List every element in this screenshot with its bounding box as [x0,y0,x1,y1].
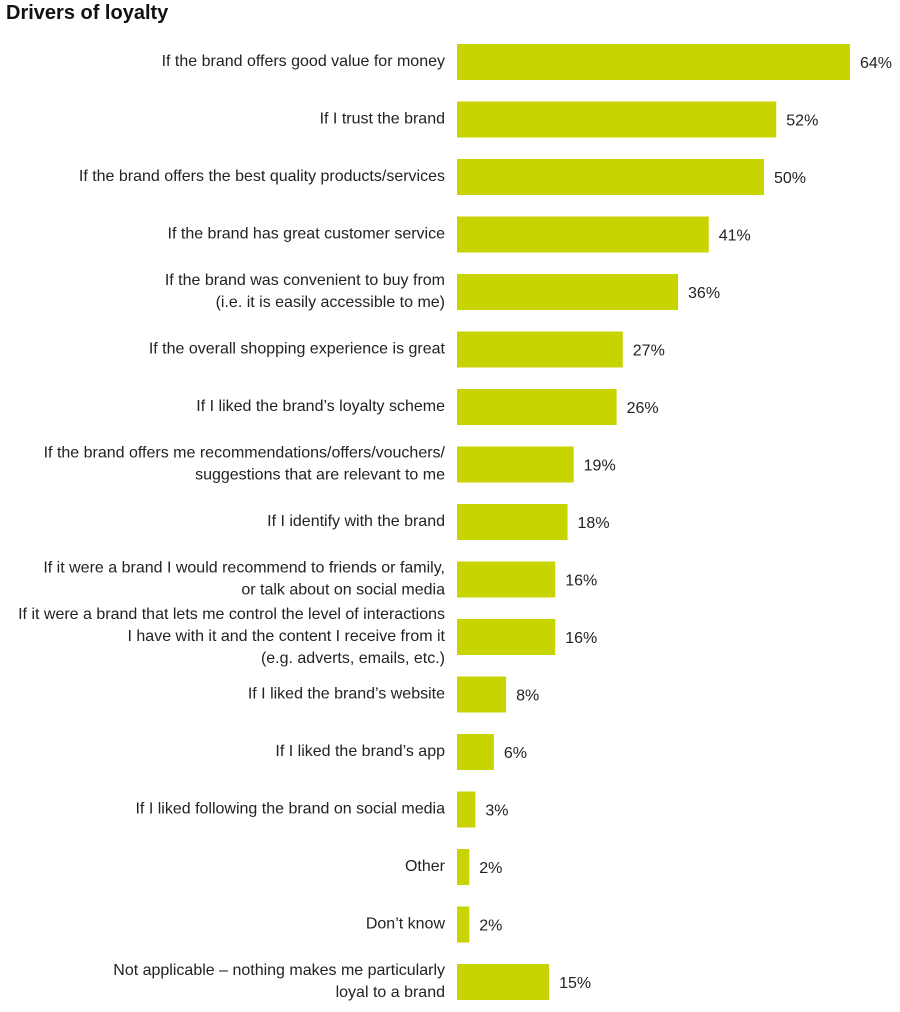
data-label: 18% [578,515,610,532]
category-label: If I trust the brand [320,111,445,128]
data-label: 16% [565,630,597,647]
category-label: If I liked the brand’s loyalty scheme [196,398,445,415]
data-label: 19% [584,458,616,475]
bar [457,446,574,483]
bar [457,331,623,368]
data-label: 41% [719,228,751,245]
bar [457,964,550,1000]
category-label: If it were a brand I would recommend to … [43,560,445,599]
category-label: Not applicable – nothing makes me partic… [113,962,445,1001]
data-label: 2% [479,918,502,935]
category-label: If I liked the brand’s website [248,686,445,703]
data-label: 64% [860,55,892,72]
data-label: 2% [479,860,502,877]
category-label: If the brand offers the best quality pro… [79,168,445,185]
bar [457,791,476,828]
bar [457,849,470,885]
data-label: 16% [565,573,597,590]
bar [457,504,568,540]
chart-title: Drivers of loyalty [6,2,169,24]
category-label: If I liked the brand’s app [275,743,445,760]
bar [457,676,507,713]
category-label: If I liked following the brand on social… [135,801,445,818]
data-label: 6% [504,745,527,762]
category-label: Other [405,858,446,875]
data-label: 26% [627,400,659,417]
category-label: If the brand has great customer service [168,226,446,243]
data-label: 8% [516,688,539,705]
category-label: If I identify with the brand [267,513,445,530]
data-label: 50% [774,170,806,187]
category-label: If the brand offers me recommendations/o… [44,445,446,484]
bar [457,44,850,80]
category-label: If the overall shopping experience is gr… [149,341,446,358]
bar [457,389,617,425]
bar [457,159,764,195]
bar [457,734,494,770]
data-label: 3% [485,803,508,820]
category-label: If the brand was convenient to buy from(… [165,272,445,311]
data-label: 15% [559,975,591,992]
bar [457,274,679,310]
category-label: Don’t know [366,916,446,933]
bar [457,101,777,138]
category-label: If it were a brand that lets me control … [18,606,445,667]
data-label: 27% [633,343,665,360]
bar [457,561,556,598]
category-label: If the brand offers good value for money [162,53,445,70]
bar [457,216,709,253]
data-label: 52% [786,113,818,130]
data-label: 36% [688,285,720,302]
bar [457,906,470,943]
bar [457,619,556,655]
